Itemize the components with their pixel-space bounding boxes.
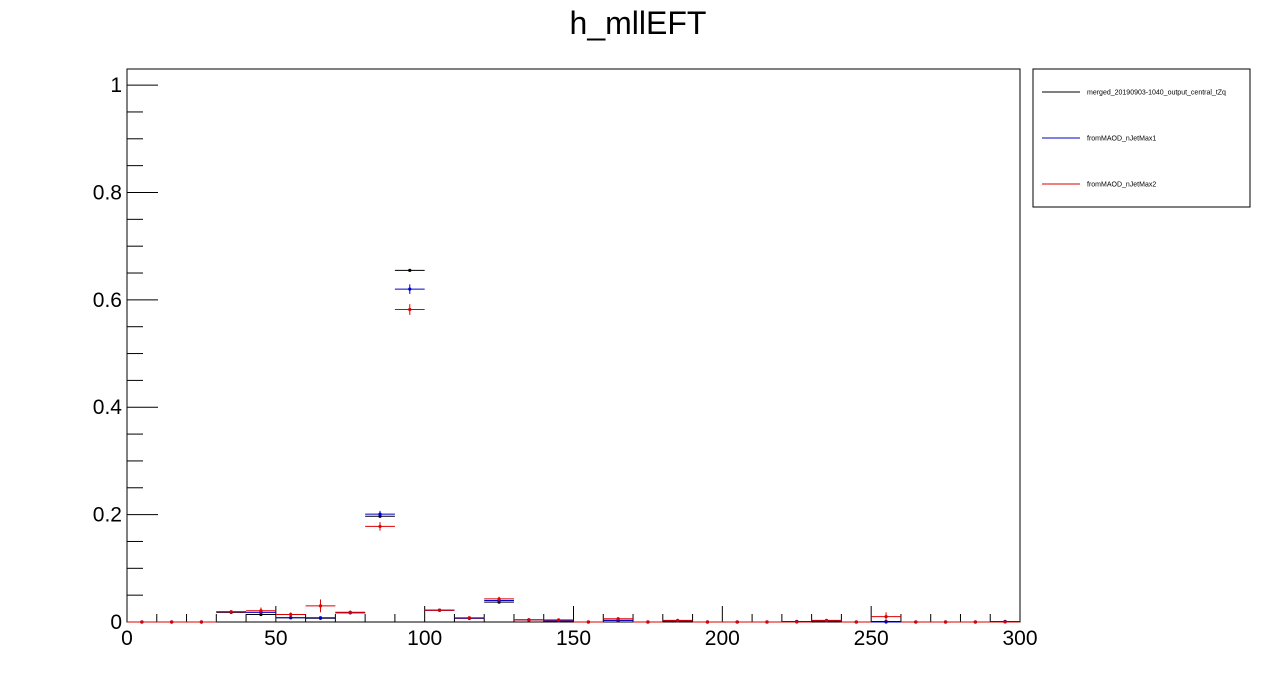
data-point bbox=[348, 610, 352, 614]
data-point bbox=[140, 620, 144, 624]
x-tick-label: 200 bbox=[705, 627, 740, 650]
data-point bbox=[884, 615, 888, 619]
data-point bbox=[408, 287, 412, 291]
series-1 bbox=[127, 268, 1020, 624]
data-point bbox=[824, 618, 829, 622]
data-point bbox=[884, 620, 888, 624]
x-tick-label: 150 bbox=[556, 627, 591, 650]
x-tick-label: 300 bbox=[1002, 627, 1037, 650]
data-point bbox=[437, 608, 442, 612]
y-tick-label: 0.8 bbox=[93, 181, 122, 204]
y-tick-label: 0.2 bbox=[93, 504, 122, 527]
x-tick-label: 250 bbox=[854, 627, 889, 650]
legend[interactable]: merged_20190903-1040_output_central_tZqf… bbox=[1032, 68, 1251, 208]
series-2 bbox=[127, 284, 1020, 624]
legend-entries: merged_20190903-1040_output_central_tZqf… bbox=[1042, 90, 1226, 189]
data-point bbox=[289, 616, 293, 620]
data-point bbox=[259, 609, 263, 613]
data-point bbox=[973, 620, 977, 624]
data-point bbox=[646, 620, 650, 624]
data-point bbox=[616, 617, 620, 621]
data-point bbox=[408, 268, 412, 272]
y-tick-label: 0.4 bbox=[93, 396, 123, 419]
data-point bbox=[854, 620, 858, 624]
data-point bbox=[408, 307, 412, 312]
data-point bbox=[318, 604, 323, 608]
data-point bbox=[705, 620, 710, 624]
data-point bbox=[765, 620, 769, 624]
data-point bbox=[318, 616, 323, 620]
plot-frame bbox=[126, 68, 1021, 623]
y-tick-label: 0 bbox=[110, 611, 122, 634]
data-point bbox=[586, 620, 590, 624]
data-point bbox=[289, 612, 293, 617]
y-tick-label: 0.6 bbox=[93, 289, 122, 312]
legend-label: fromMAOD_nJetMax2 bbox=[1087, 182, 1156, 189]
data-point bbox=[735, 620, 739, 624]
legend-label: fromMAOD_nJetMax1 bbox=[1087, 136, 1156, 143]
data-point bbox=[943, 620, 948, 624]
series-3 bbox=[127, 304, 1020, 624]
legend-label: merged_20190903-1040_output_central_tZq bbox=[1087, 90, 1226, 97]
data-point bbox=[557, 618, 561, 622]
x-tick-label: 50 bbox=[264, 627, 287, 650]
data-point bbox=[795, 620, 799, 624]
plot-series bbox=[127, 268, 1020, 624]
data-point bbox=[170, 620, 174, 624]
data-point bbox=[378, 512, 382, 516]
y-axis: 0 0.2 0.4 0.6 0.8 1 bbox=[93, 74, 158, 634]
data-point bbox=[676, 618, 680, 622]
x-tick-label: 0 bbox=[121, 627, 133, 650]
chart-title: h_mllEFT bbox=[570, 5, 707, 41]
data-point bbox=[199, 620, 204, 624]
data-point bbox=[497, 597, 501, 601]
data-point bbox=[378, 524, 382, 529]
data-point bbox=[527, 618, 531, 622]
x-tick-label: 100 bbox=[407, 627, 442, 650]
y-tick-label: 1 bbox=[110, 74, 122, 97]
data-point bbox=[1003, 620, 1007, 624]
data-point bbox=[914, 620, 918, 624]
data-point bbox=[467, 616, 471, 620]
data-point bbox=[229, 610, 233, 614]
